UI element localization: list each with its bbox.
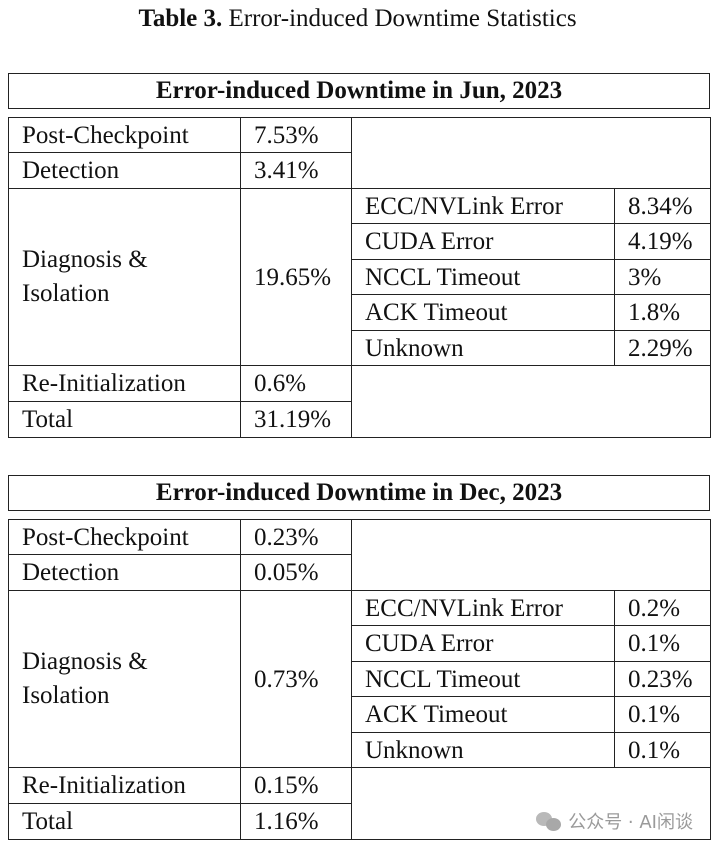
- stage-label: Detection: [8, 152, 241, 189]
- breakdown-value: 1.8%: [614, 294, 711, 331]
- breakdown-label: ECC/NVLink Error: [351, 188, 615, 224]
- stage-label: Diagnosis & Isolation: [8, 590, 241, 768]
- stage-value: 0.6%: [240, 365, 352, 402]
- blank-cell: [351, 519, 711, 591]
- breakdown-label: NCCL Timeout: [351, 661, 615, 697]
- total-value: 31.19%: [240, 401, 352, 438]
- breakdown-label: CUDA Error: [351, 223, 615, 260]
- breakdown-value: 2.29%: [614, 330, 711, 366]
- stage-value: 3.41%: [240, 152, 352, 189]
- breakdown-label: ACK Timeout: [351, 696, 615, 733]
- downtime-table: Error-induced Downtime in Dec, 2023 Post-…: [8, 475, 711, 841]
- breakdown-value: 4.19%: [614, 223, 711, 260]
- stage-value: 7.53%: [240, 117, 352, 153]
- total-label: Total: [8, 803, 241, 840]
- breakdown-label: Unknown: [351, 732, 615, 768]
- caption-text: Error-induced Downtime Statistics: [228, 5, 577, 32]
- breakdown-value: 0.1%: [614, 732, 711, 768]
- blank-cell: [351, 117, 711, 189]
- stage-value: 0.23%: [240, 519, 352, 555]
- stage-label: Re-Initialization: [8, 767, 241, 804]
- stage-label: Diagnosis & Isolation: [8, 188, 241, 366]
- watermark-text: 公众号 · AI闲谈: [568, 812, 693, 833]
- stage-value: 19.65%: [240, 188, 352, 366]
- stage-label: Detection: [8, 554, 241, 591]
- wechat-icon: [536, 810, 562, 832]
- breakdown-label: ACK Timeout: [351, 294, 615, 331]
- breakdown-value: 0.1%: [614, 696, 711, 733]
- total-value: 1.16%: [240, 803, 352, 840]
- stage-value: 0.15%: [240, 767, 352, 804]
- breakdown-value: 0.1%: [614, 625, 711, 662]
- downtime-table: Error-induced Downtime in Jun, 2023 Post-…: [8, 73, 711, 439]
- breakdown-value: 0.2%: [614, 590, 711, 626]
- blank-cell: [351, 365, 711, 438]
- stage-label: Post-Checkpoint: [8, 519, 241, 555]
- caption-label: Table 3.: [138, 5, 223, 32]
- breakdown-label: ECC/NVLink Error: [351, 590, 615, 626]
- table-title: Error-induced Downtime in Dec, 2023: [8, 475, 710, 511]
- stage-label: Post-Checkpoint: [8, 117, 241, 153]
- breakdown-label: CUDA Error: [351, 625, 615, 662]
- watermark: 公众号 · AI闲谈: [536, 808, 693, 834]
- breakdown-value: 8.34%: [614, 188, 711, 224]
- stage-value: 0.05%: [240, 554, 352, 591]
- total-label: Total: [8, 401, 241, 438]
- breakdown-label: NCCL Timeout: [351, 259, 615, 295]
- breakdown-value: 3%: [614, 259, 711, 295]
- breakdown-label: Unknown: [351, 330, 615, 366]
- table-title: Error-induced Downtime in Jun, 2023: [8, 73, 710, 109]
- stage-label: Re-Initialization: [8, 365, 241, 402]
- stage-value: 0.73%: [240, 590, 352, 768]
- table-caption: Table 3. Error-induced Downtime Statisti…: [0, 4, 715, 34]
- breakdown-value: 0.23%: [614, 661, 711, 697]
